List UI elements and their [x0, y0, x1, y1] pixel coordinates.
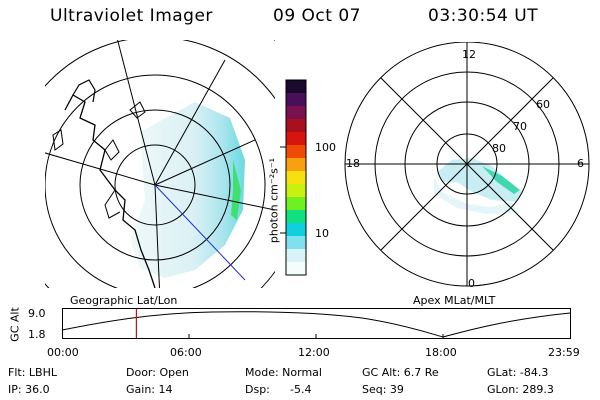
- colorbar-band: [286, 132, 306, 146]
- apex-panel-label: Apex MLat/MLT: [413, 294, 496, 307]
- colorbar-band: [286, 158, 306, 172]
- colorbar-band: [286, 106, 306, 120]
- mlt-label-6: 6: [577, 157, 584, 170]
- time-tick-4: 23:59: [548, 346, 580, 359]
- colorbar: [280, 79, 307, 276]
- mlt-label-0: 0: [468, 277, 475, 290]
- colorbar-band: [286, 197, 306, 211]
- colorbar-band: [286, 145, 306, 159]
- date-label: 09 Oct 07: [273, 6, 361, 26]
- glon-info: GLon: 289.3: [487, 383, 554, 396]
- colorbar-band: [286, 171, 306, 185]
- aurora-bright-edge: [231, 160, 241, 220]
- altitude-ymin: 1.8: [28, 328, 46, 341]
- time-tick-0: 00:00: [47, 346, 79, 359]
- door-info: Door: Open: [126, 366, 189, 379]
- ip-info: IP: 36.0: [8, 383, 50, 396]
- aurora-oval: [437, 158, 522, 202]
- altitude-ylabel: GC Alt: [8, 307, 22, 342]
- colorbar-band: [286, 93, 306, 107]
- colorbar-band: [286, 223, 306, 237]
- seq-info: Seq: 39: [362, 383, 404, 396]
- mlat-label-70: 70: [513, 120, 527, 133]
- colorbar-band: [286, 236, 306, 250]
- colorbar-tick-100: 100: [315, 141, 336, 154]
- colorbar-band: [286, 119, 306, 133]
- filter-info: Flt: LBHL: [8, 366, 57, 379]
- time-tick-3: 18:00: [425, 346, 457, 359]
- time-label: 03:30:54 UT: [428, 6, 539, 26]
- aurora-emission: [130, 102, 245, 278]
- colorbar-band: [286, 80, 306, 94]
- instrument-title: Ultraviolet Imager: [50, 6, 213, 26]
- dsp-info: Dsp:: [245, 383, 270, 396]
- dsp-value: -5.4: [290, 383, 312, 396]
- geo-panel-label: Geographic Lat/Lon: [70, 294, 178, 307]
- colorbar-band: [286, 262, 306, 276]
- colorbar-unit-label: photon cm⁻²s⁻¹: [267, 157, 281, 244]
- colorbar-band: [286, 210, 306, 224]
- colorbar-tick-10: 10: [315, 227, 329, 240]
- time-tick-2: 12:00: [298, 346, 330, 359]
- coastline: [64, 94, 156, 288]
- mode-info: Mode: Normal: [245, 366, 322, 379]
- time-tick-1: 06:00: [170, 346, 202, 359]
- altitude-timeline: [62, 308, 571, 339]
- mlat-label-60: 60: [536, 98, 550, 111]
- colorbar-band: [286, 184, 306, 198]
- gain-info: Gain: 14: [126, 383, 173, 396]
- geographic-map: [45, 40, 275, 288]
- colorbar-band: [286, 249, 306, 263]
- glat-info: GLat: -84.3: [487, 366, 549, 379]
- mlt-label-12: 12: [462, 48, 476, 61]
- apex-polar-plot: [344, 42, 590, 287]
- altitude-curve: [62, 311, 571, 338]
- altitude-ymax: 9.0: [28, 307, 46, 320]
- gc-alt-info: GC Alt: 6.7 Re: [362, 366, 439, 379]
- mlt-label-18: 18: [346, 157, 360, 170]
- mlat-label-80: 80: [492, 142, 506, 155]
